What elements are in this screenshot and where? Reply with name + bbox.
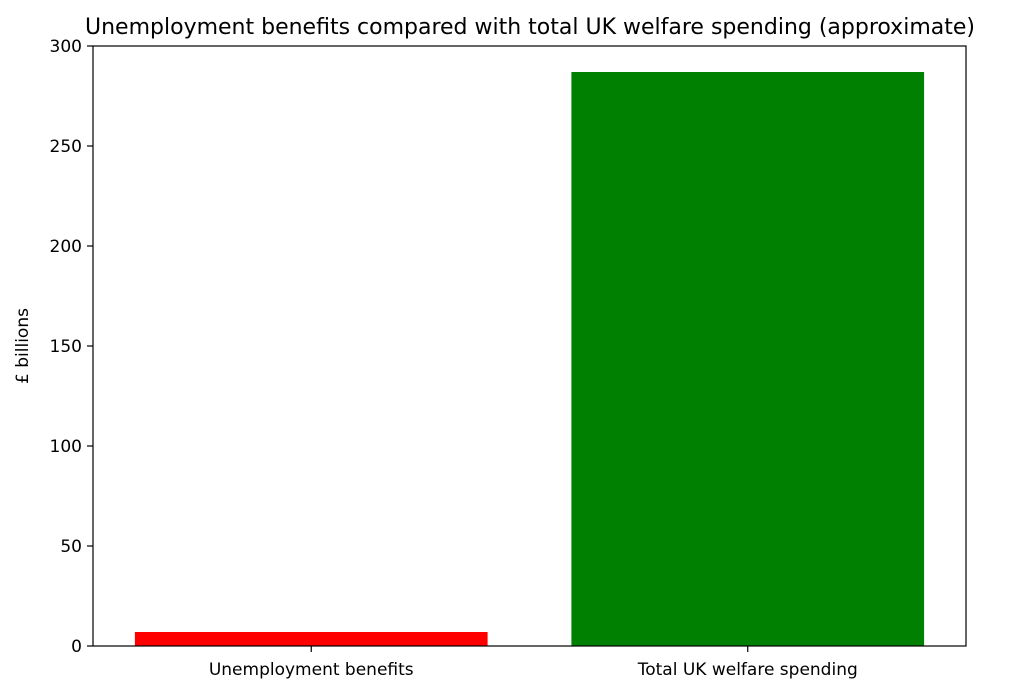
y-tick-label: 50 (60, 537, 82, 557)
bars-group (134, 72, 925, 646)
y-tick-label: 150 (50, 337, 82, 357)
y-tick-label: 250 (50, 137, 82, 157)
y-tick-label: 100 (50, 437, 82, 457)
y-axis-label: £ billions (13, 308, 33, 384)
bar-unemployment-benefits (134, 632, 488, 646)
chart-title: Unemployment benefits compared with tota… (85, 15, 975, 40)
y-tick-label: 0 (71, 637, 82, 657)
axes-frame (92, 45, 967, 647)
y-axis: 0 50 100 150 200 250 300 (50, 37, 93, 657)
y-tick-label: 300 (50, 37, 82, 57)
x-tick-label: Unemployment benefits (209, 660, 414, 680)
x-axis: Unemployment benefits Total UK welfare sp… (209, 646, 858, 680)
x-tick-label: Total UK welfare spending (637, 660, 858, 680)
bar-total-uk-welfare-spending (571, 72, 925, 646)
y-tick-label: 200 (50, 237, 82, 257)
